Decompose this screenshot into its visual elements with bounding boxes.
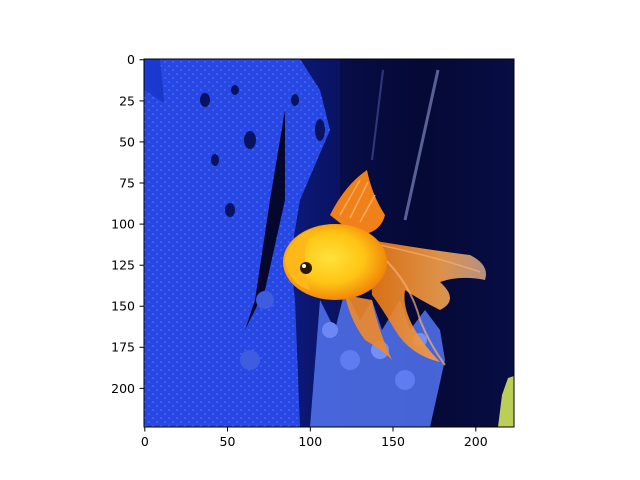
goldfish-photo [144, 59, 514, 427]
y-tick-label: 50 [119, 134, 135, 149]
y-tick-label: 75 [119, 175, 135, 190]
x-tick-label: 100 [298, 434, 322, 449]
x-tick-label: 200 [464, 434, 488, 449]
y-tick-label: 125 [111, 258, 135, 273]
pelvic-fin [345, 295, 392, 360]
y-tick-label: 25 [119, 93, 135, 108]
fish-body [283, 224, 387, 300]
rock-center [160, 59, 330, 427]
y-tick-label: 100 [111, 217, 135, 232]
tail-fin [370, 240, 486, 362]
axes-frame [143, 58, 515, 428]
y-tick-label: 175 [111, 340, 135, 355]
y-tick-label: 200 [111, 381, 135, 396]
x-tick-label: 50 [220, 434, 236, 449]
x-tick-label: 0 [141, 434, 149, 449]
fish-eye [300, 262, 312, 274]
goldfish [283, 170, 486, 366]
y-tick-label: 0 [127, 52, 135, 67]
x-axis: 0 50 100 150 200 [141, 427, 488, 449]
plant-green [498, 376, 514, 427]
x-tick-label: 150 [381, 434, 405, 449]
y-axis: 0 25 50 75 100 125 150 175 200 [111, 52, 144, 396]
y-tick-label: 150 [111, 299, 135, 314]
